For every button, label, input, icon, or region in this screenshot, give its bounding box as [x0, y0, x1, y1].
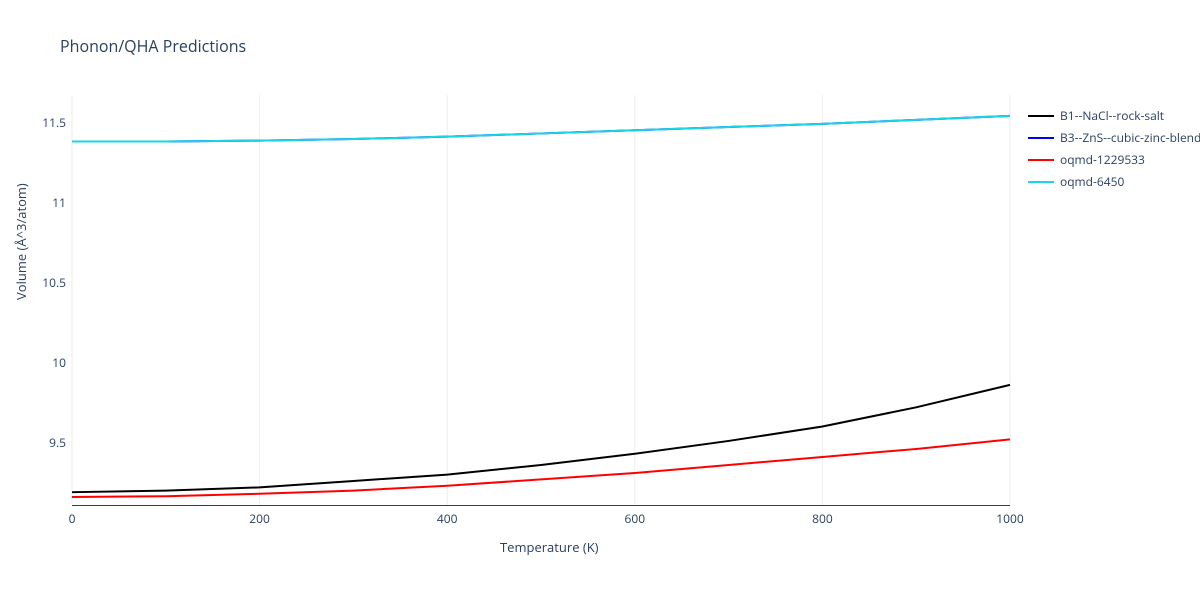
- x-tick-label: 0: [69, 510, 76, 527]
- legend-label: oqmd-1229533: [1060, 151, 1145, 168]
- chart-container: Phonon/QHA Predictions Volume (Å^3/atom)…: [0, 0, 1200, 600]
- series-line[interactable]: [72, 385, 1010, 492]
- y-tick-label: 11: [6, 194, 66, 211]
- legend-swatch: [1028, 115, 1054, 117]
- x-tick-label: 400: [437, 510, 458, 527]
- series-line[interactable]: [72, 116, 1010, 142]
- plot-svg: [72, 95, 1010, 505]
- legend-swatch: [1028, 159, 1054, 161]
- legend-swatch: [1028, 181, 1054, 183]
- y-tick-label: 11.5: [6, 114, 66, 131]
- chart-title: Phonon/QHA Predictions: [60, 35, 246, 57]
- legend-label: B1--NaCl--rock-salt: [1060, 107, 1164, 124]
- legend-label: oqmd-6450: [1060, 173, 1124, 190]
- legend-swatch: [1028, 137, 1054, 139]
- legend-item[interactable]: B3--ZnS--cubic-zinc-blende: [1028, 129, 1200, 146]
- series-line[interactable]: [72, 116, 1010, 142]
- x-tick-label: 600: [625, 510, 646, 527]
- x-axis-label: Temperature (K): [500, 538, 599, 556]
- legend-item[interactable]: oqmd-1229533: [1028, 151, 1200, 168]
- y-tick-label: 10.5: [6, 274, 66, 291]
- legend: B1--NaCl--rock-salt B3--ZnS--cubic-zinc-b…: [1028, 107, 1200, 195]
- x-tick-label: 800: [812, 510, 833, 527]
- y-tick-label: 10: [6, 354, 66, 371]
- plot-area: [72, 95, 1010, 506]
- legend-item[interactable]: oqmd-6450: [1028, 173, 1200, 190]
- legend-item[interactable]: B1--NaCl--rock-salt: [1028, 107, 1200, 124]
- legend-label: B3--ZnS--cubic-zinc-blende: [1060, 129, 1200, 146]
- y-tick-label: 9.5: [6, 434, 66, 451]
- x-tick-label: 1000: [996, 510, 1023, 527]
- x-tick-label: 200: [249, 510, 270, 527]
